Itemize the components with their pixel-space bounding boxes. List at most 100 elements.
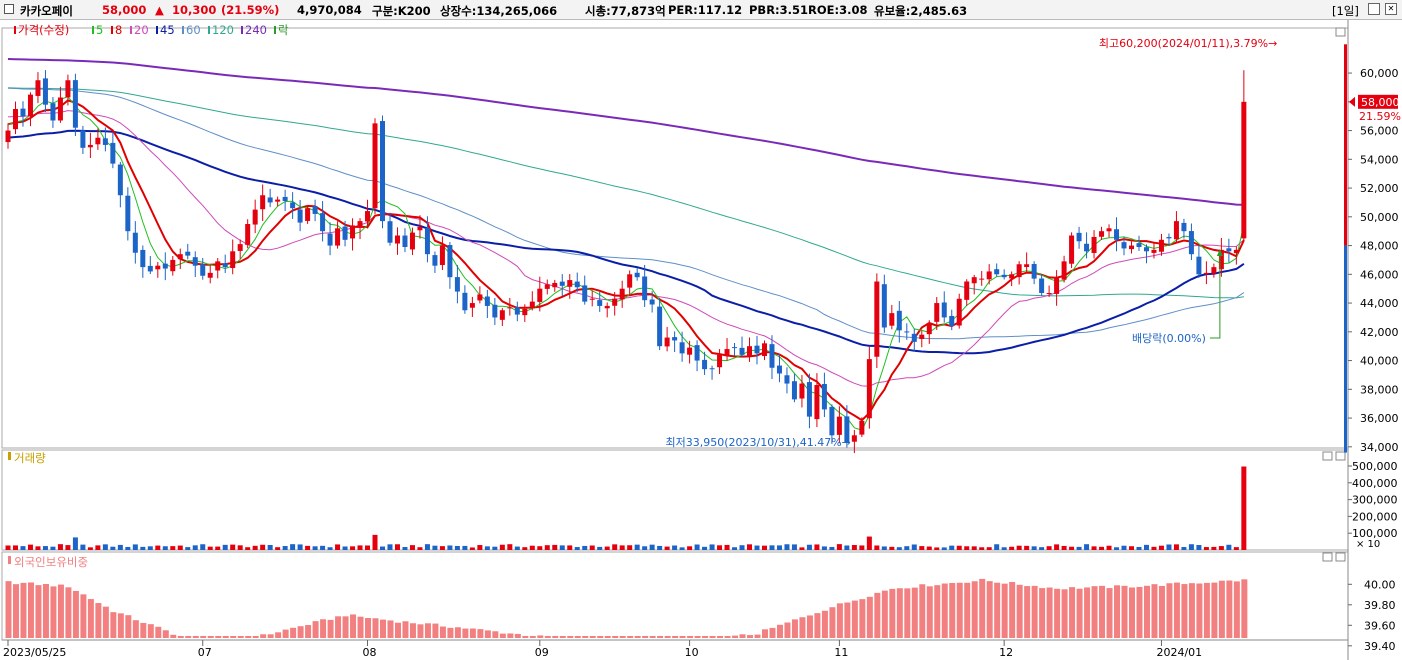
volume-bar — [589, 545, 595, 550]
candle — [859, 417, 865, 438]
candle-body — [1099, 231, 1105, 237]
current-price: 58,000 — [102, 3, 147, 17]
candle — [12, 101, 18, 135]
foreign-bar — [589, 636, 596, 638]
volume-bar — [65, 545, 71, 550]
candle — [357, 218, 363, 240]
candle — [110, 132, 116, 169]
volume-bar — [95, 545, 101, 550]
foreign-bar — [522, 636, 529, 638]
candle — [1188, 223, 1194, 261]
candle-body — [627, 274, 633, 288]
select-checkbox[interactable] — [4, 4, 14, 14]
volume-title: 거래량 — [14, 451, 46, 465]
foreign-bar — [1241, 579, 1248, 638]
candle-body — [612, 298, 618, 306]
volume-bar — [844, 545, 850, 550]
candle-body — [829, 406, 835, 436]
candle — [747, 337, 753, 362]
candle-body — [177, 254, 183, 260]
period-selector[interactable]: [1일] — [1332, 4, 1359, 18]
x-tick-label: 11 — [834, 646, 848, 659]
volume-bar — [896, 547, 902, 550]
foreign-bar — [836, 603, 843, 638]
candle-body — [200, 264, 206, 276]
foreign-bar — [215, 636, 222, 638]
price-pane — [1, 27, 1349, 449]
candle-body — [709, 368, 715, 370]
foreign-bar — [342, 616, 349, 638]
foreign-bar — [282, 629, 289, 638]
foreign-bar — [462, 628, 469, 638]
volume-bar — [791, 544, 797, 550]
current-price-label: 58,000 — [1361, 96, 1400, 109]
candle — [941, 291, 947, 323]
candle — [1016, 261, 1022, 285]
candle-body — [1084, 243, 1090, 252]
candle — [836, 406, 842, 444]
price-tick-label: 38,000 — [1360, 383, 1399, 396]
pane-button-icon[interactable] — [1322, 451, 1333, 461]
foreign-bar — [627, 636, 634, 638]
candle-body — [102, 138, 108, 145]
foreign-bar — [1031, 585, 1038, 638]
candle-body — [1091, 236, 1097, 253]
volume-bar — [627, 545, 633, 550]
candle — [297, 199, 303, 232]
candle — [874, 273, 880, 368]
candle-body — [1181, 222, 1187, 232]
minimize-icon[interactable] — [1368, 3, 1380, 15]
candle-body — [522, 308, 528, 316]
candle — [140, 245, 146, 278]
candle-body — [739, 347, 745, 355]
candle-body — [537, 288, 543, 302]
candle — [514, 301, 520, 322]
candle — [926, 320, 932, 344]
volume-bar — [739, 545, 745, 550]
foreign-bar — [1106, 588, 1113, 638]
foreign-bar — [866, 596, 873, 638]
volume-bar — [380, 546, 385, 550]
candle-body — [409, 232, 415, 250]
volume-bar — [1084, 544, 1090, 550]
stock-chart-area[interactable]: 가격(수정) 5 8 20 45 60 120 240 락 34,000 36,000 38,000 4… — [0, 20, 1402, 660]
candle — [732, 343, 738, 356]
foreign-bar — [694, 636, 701, 638]
pane-button-icon[interactable] — [1322, 552, 1333, 562]
candle — [380, 115, 385, 229]
volume-bar — [1143, 544, 1149, 550]
foreign-bar — [192, 636, 199, 638]
x-tick-label: 2023/05/25 — [3, 646, 66, 659]
volume-bar — [417, 547, 423, 550]
foreign-bar — [1001, 583, 1008, 638]
x-tick-label: 07 — [198, 646, 212, 659]
candle-body — [342, 226, 348, 240]
volume-bar — [851, 545, 857, 550]
foreign-bar — [889, 588, 896, 638]
candle — [642, 264, 648, 307]
candle — [986, 264, 992, 285]
volume-bar — [829, 546, 835, 550]
volume-bar — [537, 546, 543, 550]
foreign-bar — [971, 581, 978, 638]
pane-button-icon[interactable] — [1335, 552, 1346, 562]
candle-body — [42, 78, 48, 105]
candle-body — [1039, 278, 1045, 293]
volume-bar — [1196, 545, 1202, 550]
candle-body — [192, 257, 198, 266]
candle-body — [514, 307, 520, 315]
pane-button-icon[interactable] — [1335, 27, 1346, 37]
foreign-tick-label: 40.00 — [1364, 578, 1396, 591]
foreign-bar — [776, 624, 783, 638]
volume-bar — [574, 547, 580, 550]
pane-button-icon[interactable] — [1335, 451, 1346, 461]
candle-body — [529, 301, 535, 309]
volume-bar — [911, 544, 917, 550]
volume-bar — [102, 544, 108, 550]
candle — [1009, 271, 1015, 287]
close-icon[interactable]: ✕ — [1385, 3, 1397, 15]
candle-body — [140, 249, 146, 268]
foreign-bar — [612, 636, 619, 638]
candle-body — [267, 197, 273, 203]
candle — [155, 261, 161, 278]
